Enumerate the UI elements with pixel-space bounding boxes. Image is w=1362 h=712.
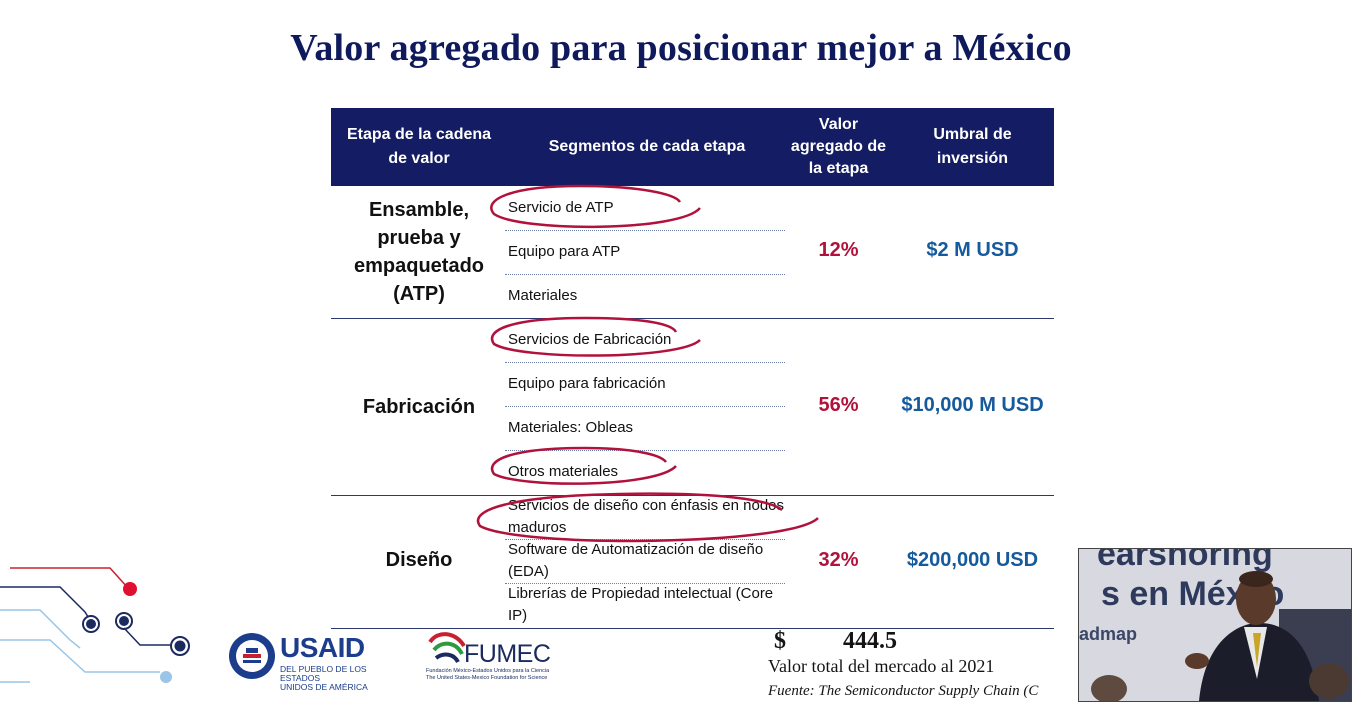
stage-label: Ensamble, prueba y empaquetado (ATP) — [353, 199, 485, 305]
video-banner-text: earshoring — [1097, 548, 1273, 573]
speaker-figure — [1091, 571, 1351, 701]
investment-threshold: $2 M USD — [926, 238, 1019, 261]
header-stage: Etapa de la cadena de valor — [346, 126, 492, 167]
segment-item: Materiales: Obleas — [508, 419, 634, 436]
video-banner-text: admap — [1079, 624, 1138, 644]
segment-item: Otros materiales — [508, 463, 619, 480]
total-amount: 444.5 — [843, 628, 897, 654]
table-row-fabricacion: Fabricación Servicios de Fabricación Equ… — [331, 318, 1054, 495]
circuit-decoration — [0, 567, 190, 683]
table-row-diseno: Diseño Servicios de diseño con énfasis e… — [331, 495, 1054, 628]
header-threshold: Umbral de inversión — [933, 126, 1012, 167]
total-label: Valor total del mercado al 2021 — [768, 656, 995, 676]
segment-item: Equipo para fabricación — [508, 375, 666, 392]
usaid-tagline: DEL PUEBLO DE LOS ESTADOS UNIDOS DE AMÉR… — [280, 664, 368, 692]
value-added: 32% — [818, 548, 859, 571]
table-row-atp: Ensamble, prueba y empaquetado (ATP) Ser… — [331, 186, 1054, 318]
segment-divider — [505, 406, 785, 407]
segment-item: Librerías de Propiedad intelectual (Core… — [508, 585, 774, 624]
segment-item: Equipo para ATP — [508, 243, 621, 260]
segment-item: Servicio de ATP — [508, 199, 614, 216]
speaker-video-thumbnail[interactable]: earshoring s en Méxco admap — [1078, 548, 1352, 702]
segment-item: Materiales — [508, 287, 578, 304]
table-header: Etapa de la cadena de valor Segmentos de… — [331, 108, 1054, 186]
segment-item: Servicios de Fabricación — [508, 331, 672, 348]
value-added: 12% — [818, 238, 859, 261]
segment-item: Servicios de diseño con énfasis en nodos… — [508, 497, 785, 536]
usaid-logo: USAID DEL PUEBLO DE LOS ESTADOS UNIDOS D… — [228, 630, 398, 692]
segment-divider — [505, 583, 785, 584]
investment-threshold: $200,000 USD — [906, 548, 1039, 571]
value-added: 56% — [818, 393, 859, 416]
header-value-added: Valor agregado de la etapa — [790, 116, 887, 177]
fumec-logo: FUMEC Fundación México-Estados Unidos pa… — [426, 628, 566, 686]
slide-title: Valor agregado para posicionar mejor a M… — [290, 27, 1072, 69]
stage-label: Fabricación — [362, 395, 476, 418]
stage-label: Diseño — [385, 549, 453, 571]
fumec-wordmark: FUMEC — [464, 640, 551, 668]
usaid-wordmark: USAID — [280, 632, 365, 663]
fumec-tagline: Fundación México-Estados Unidos para la … — [426, 668, 550, 681]
segment-item: Software de Automatización de diseño (ED… — [508, 541, 764, 580]
total-currency: $ — [774, 628, 786, 654]
source-note: Fuente: The Semiconductor Supply Chain (… — [768, 683, 1039, 699]
investment-threshold: $10,000 M USD — [901, 393, 1044, 416]
usaid-seal-icon — [229, 633, 275, 679]
fumec-mark-icon — [428, 632, 466, 664]
segment-divider — [505, 230, 785, 231]
table-bottom-border — [331, 628, 1054, 629]
header-segments: Segmentos de cada etapa — [548, 138, 746, 155]
segment-divider — [505, 274, 785, 275]
segment-divider — [505, 362, 785, 363]
